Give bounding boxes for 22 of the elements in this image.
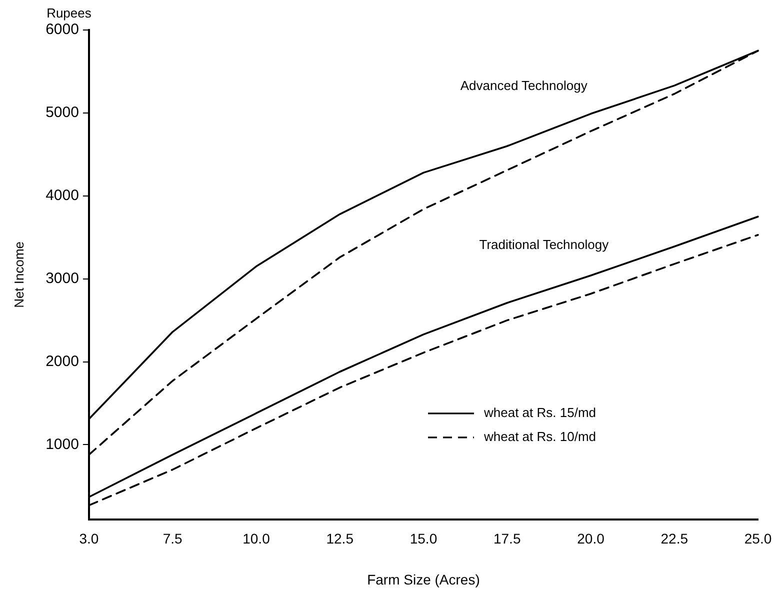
y-tick-label: 2000 <box>46 352 79 370</box>
legend-label: wheat at Rs. 15/md <box>483 404 596 420</box>
x-tick-label: 15.0 <box>410 530 438 547</box>
y-tick-label: 3000 <box>46 270 79 287</box>
x-tick-label: 12.5 <box>326 530 354 547</box>
y-tick-label: 4000 <box>46 187 79 204</box>
y-tick-label: 1000 <box>46 436 79 453</box>
x-tick-label: 10.0 <box>242 530 270 547</box>
x-tick-label: 25.0 <box>744 530 772 547</box>
x-tick-label: 17.5 <box>493 530 521 547</box>
x-tick-label: 3.0 <box>79 530 99 547</box>
y-tick-label: 5000 <box>46 104 79 122</box>
text: Rupees <box>46 6 92 21</box>
y-tick-label: 6000 <box>46 21 79 38</box>
x-axis-title: Farm Size (Acres) <box>367 571 480 588</box>
x-tick-label: 7.5 <box>162 530 183 547</box>
annotation: Advanced Technology <box>460 78 588 93</box>
annotation: Traditional Technology <box>479 236 610 252</box>
x-tick-label: 20.0 <box>577 530 605 547</box>
y-axis-title: Net Income <box>11 241 26 308</box>
x-tick-label: 22.5 <box>660 530 688 547</box>
legend-label: wheat at Rs. 10/md <box>483 428 596 444</box>
